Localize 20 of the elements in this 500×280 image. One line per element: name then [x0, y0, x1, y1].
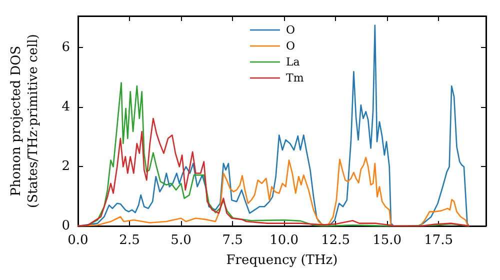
x-tick-label: 15.0: [372, 233, 402, 248]
y-tick-label: 2: [62, 158, 70, 174]
x-tick-label: 7.5: [222, 233, 243, 248]
legend-label: La: [286, 56, 300, 68]
x-tick-label: 0.0: [68, 233, 88, 248]
legend-label: O: [286, 40, 296, 52]
x-tick-label: 5.0: [170, 233, 192, 248]
x-axis-title: Frequency (THz): [226, 253, 338, 268]
x-tick-label: 17.5: [424, 233, 454, 248]
y-axis-title: Phonon projected DOS (States/THz·primitive cell): [9, 34, 41, 208]
x-tick-label: 12.5: [321, 233, 350, 248]
y-tick-label: 4: [62, 99, 70, 114]
y-tick-label: 6: [62, 40, 70, 55]
x-tick-label: 2.5: [119, 233, 140, 248]
line-series: [77, 118, 470, 227]
legend-label: Tm: [286, 72, 304, 84]
x-tick-label: 10.0: [270, 233, 299, 248]
y-tick-label: 0: [62, 218, 70, 234]
legend-label: O: [286, 24, 296, 36]
line-series: [77, 24, 470, 227]
